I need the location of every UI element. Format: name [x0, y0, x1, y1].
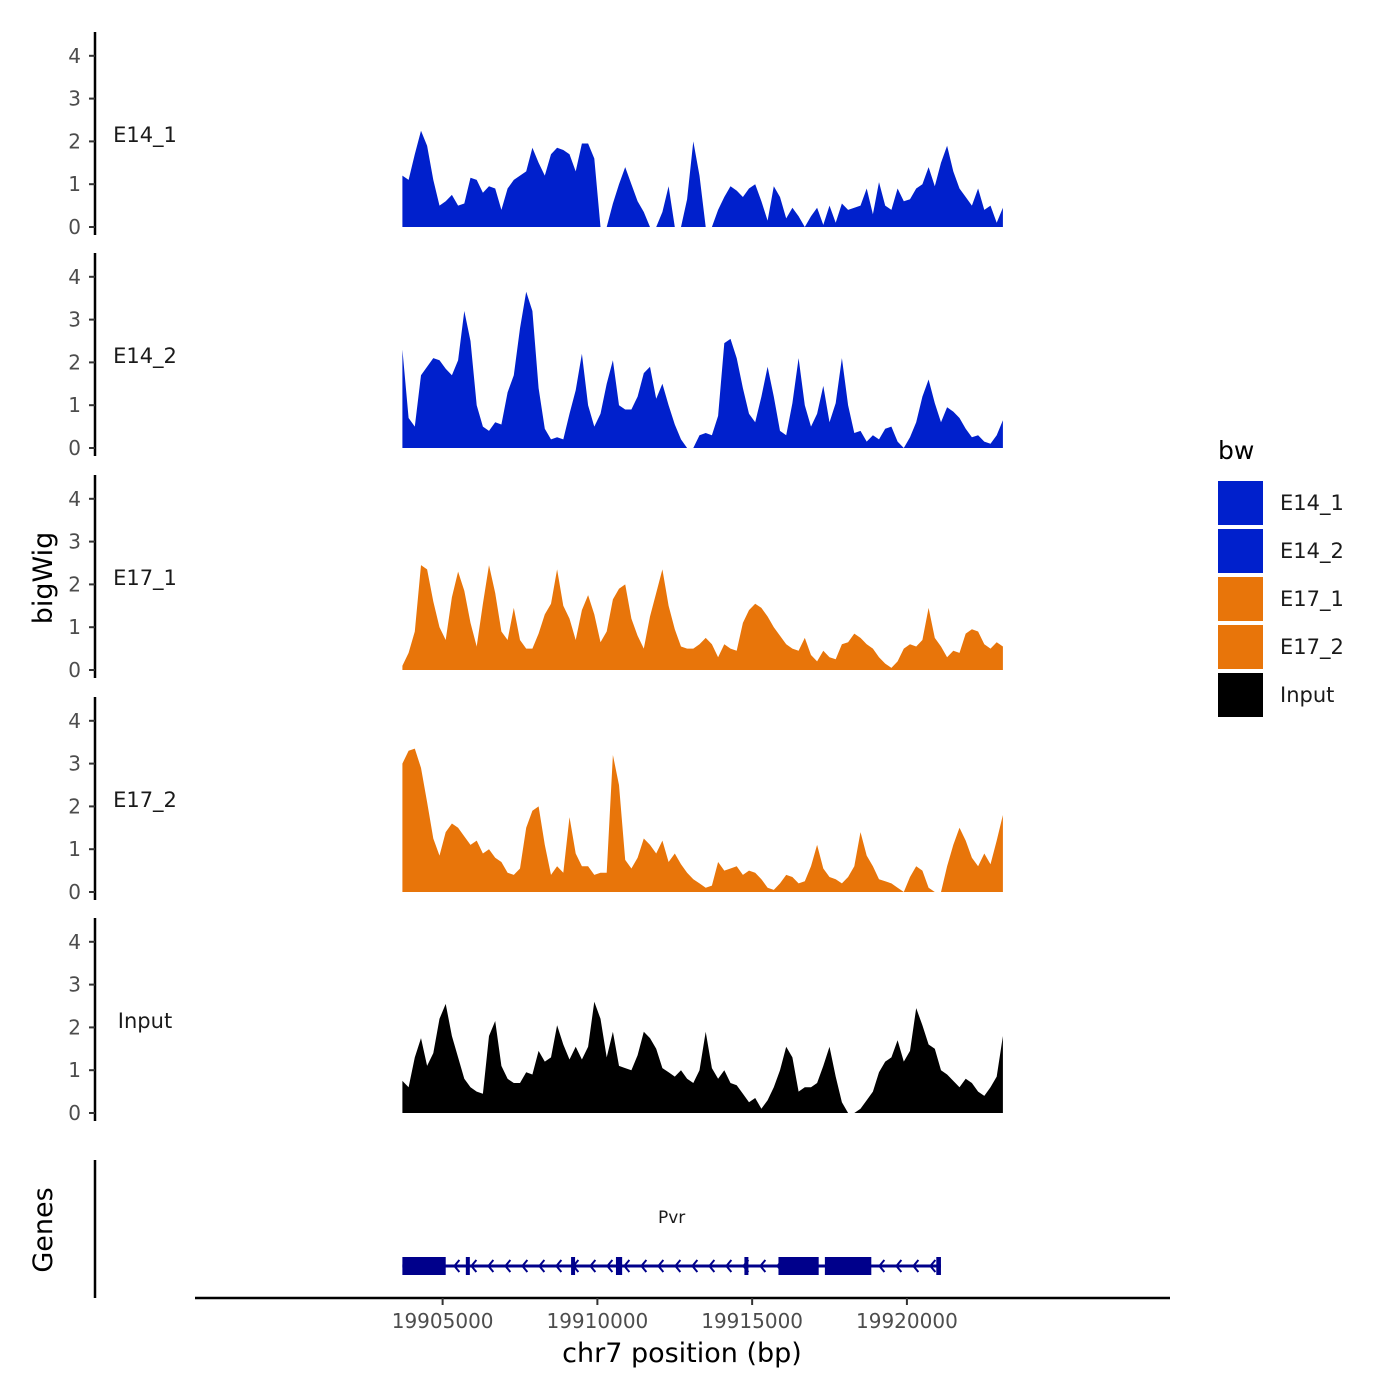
track-E14_2: 0 1 2 3 4 E14_2 — [68, 253, 1003, 460]
strand-arrow — [674, 1259, 682, 1273]
y-tick-label: 3 — [68, 752, 81, 776]
strand-arrow — [878, 1259, 886, 1273]
x-tick-label: 19915000 — [701, 1309, 803, 1333]
legend-label: E14_1 — [1280, 491, 1344, 516]
strand-arrow — [929, 1259, 937, 1273]
y-tick-label: 2 — [68, 350, 81, 374]
x-tick-label: 19905000 — [392, 1309, 494, 1333]
track-label: E17_1 — [113, 566, 177, 591]
strand-arrow — [623, 1259, 631, 1273]
track-E17_2: 0 1 2 3 4 E17_2 — [68, 697, 1003, 904]
y-tick-label: 0 — [68, 215, 81, 239]
y-tick-label: 4 — [68, 487, 81, 511]
coverage-area-E17_2 — [402, 748, 1003, 892]
strand-arrow — [895, 1259, 903, 1273]
track-label: E14_1 — [113, 123, 177, 148]
y-axis-title: bigWig — [28, 532, 59, 625]
y-tick-label: 1 — [68, 615, 81, 639]
strand-arrow — [538, 1259, 546, 1273]
y-tick-label: 0 — [68, 1101, 81, 1125]
strand-arrow — [912, 1259, 920, 1273]
strand-arrow — [453, 1259, 461, 1273]
legend-label: E17_1 — [1280, 587, 1344, 612]
y-tick-label: 1 — [68, 837, 81, 861]
track-Input: 0 1 2 3 4 Input — [68, 918, 1003, 1125]
legend-label: E17_2 — [1280, 635, 1344, 660]
coverage-area-E17_1 — [402, 565, 1003, 670]
strand-arrow — [640, 1259, 648, 1273]
strand-arrow — [487, 1259, 495, 1273]
gene-exon — [824, 1257, 872, 1275]
legend-label: E14_2 — [1280, 539, 1344, 564]
strand-arrow — [725, 1259, 733, 1273]
track-E17_1: 0 1 2 3 4 E17_1 — [68, 475, 1003, 682]
track-E14_1: 0 1 2 3 4 E14_1 — [68, 32, 1003, 239]
gene-exon — [571, 1257, 576, 1275]
legend-key-E17_2 — [1218, 625, 1263, 669]
legend-key-E14_1 — [1218, 481, 1263, 525]
strand-arrow — [555, 1259, 563, 1273]
legend-key-E14_2 — [1218, 529, 1263, 573]
y-tick-label: 0 — [68, 436, 81, 460]
gene-exon — [615, 1257, 623, 1275]
strand-arrow — [657, 1259, 665, 1273]
y-tick-label: 1 — [68, 172, 81, 196]
track-label: Input — [118, 1009, 172, 1033]
y-tick-label: 4 — [68, 44, 81, 68]
y-tick-label: 3 — [68, 87, 81, 111]
strand-arrow — [606, 1259, 614, 1273]
y-tick-label: 2 — [68, 1015, 81, 1039]
coverage-area-E14_2 — [402, 291, 1003, 448]
y-tick-label: 3 — [68, 530, 81, 554]
y-tick-label: 2 — [68, 794, 81, 818]
y-tick-label: 1 — [68, 1058, 81, 1082]
strand-arrow — [708, 1259, 716, 1273]
track-label: E14_2 — [113, 344, 177, 369]
strand-arrow — [691, 1259, 699, 1273]
y-tick-label: 1 — [68, 393, 81, 417]
y-tick-label: 4 — [68, 265, 81, 289]
gene-exon — [465, 1257, 470, 1275]
strand-arrow — [759, 1259, 767, 1273]
y-tick-label: 3 — [68, 973, 81, 997]
strand-arrow — [504, 1259, 512, 1273]
x-tick-label: 19920000 — [856, 1309, 958, 1333]
legend-label: Input — [1280, 683, 1334, 707]
strand-arrow — [470, 1259, 478, 1273]
genes-track-title: Genes — [28, 1187, 59, 1272]
x-axis: 19905000 19910000 19915000 19920000 — [195, 1296, 1170, 1333]
y-tick-label: 4 — [68, 709, 81, 733]
bigwig-tracks: 0 1 2 3 4 E14_1 0 1 2 3 4 E14_2 0 1 2 3 4 E17_1 0 1 2 3 4 E17_2… — [68, 32, 1003, 1125]
y-tick-label: 2 — [68, 129, 81, 153]
genes-track: Pvr — [93, 1160, 941, 1298]
gene-exon — [778, 1257, 819, 1275]
coverage-area-E14_1 — [402, 130, 1003, 227]
legend-title: bw — [1218, 436, 1254, 465]
strand-arrow — [589, 1259, 597, 1273]
strand-arrow — [521, 1259, 529, 1273]
gene-exon — [744, 1257, 749, 1275]
legend-key-Input — [1218, 673, 1263, 717]
y-tick-label: 2 — [68, 572, 81, 596]
y-tick-label: 4 — [68, 930, 81, 954]
gene-label: Pvr — [658, 1208, 685, 1228]
y-tick-label: 0 — [68, 658, 81, 682]
x-axis-title: chr7 position (bp) — [562, 1338, 802, 1369]
legend: bw E14_1 E14_2 E17_1 E17_2 Input — [1218, 436, 1344, 717]
coverage-area-Input — [402, 1001, 1003, 1113]
legend-key-E17_1 — [1218, 577, 1263, 621]
y-tick-label: 3 — [68, 308, 81, 332]
track-label: E17_2 — [113, 788, 177, 813]
gene-exon — [936, 1257, 941, 1275]
y-tick-label: 0 — [68, 880, 81, 904]
x-tick-label: 19910000 — [546, 1309, 648, 1333]
gene-exon — [402, 1257, 446, 1275]
